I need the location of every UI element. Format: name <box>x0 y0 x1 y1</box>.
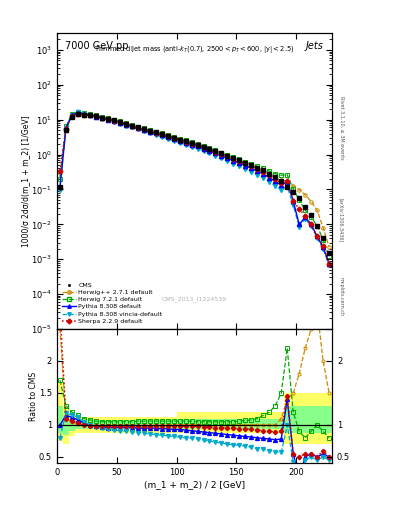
X-axis label: (m_1 + m_2) / 2 [GeV]: (m_1 + m_2) / 2 [GeV] <box>144 480 245 489</box>
Y-axis label: 1000/σ 2dσ/d(m_1 + m_2) [1/GeV]: 1000/σ 2dσ/d(m_1 + m_2) [1/GeV] <box>21 115 29 247</box>
Text: Trimmed dijet mass (anti-$k_T$(0.7), 2500$<p_T<$600, |y|$<$2.5): Trimmed dijet mass (anti-$k_T$(0.7), 250… <box>94 44 295 55</box>
Text: 7000 GeV pp: 7000 GeV pp <box>65 40 129 51</box>
Legend: CMS, Herwig++ 2.7.1 default, Herwig 7.2.1 default, Pythia 8.308 default, Pythia : CMS, Herwig++ 2.7.1 default, Herwig 7.2.… <box>60 281 164 326</box>
Text: Rivet 3.1.10, ≥ 3M events: Rivet 3.1.10, ≥ 3M events <box>339 96 344 160</box>
Text: Jets: Jets <box>306 40 324 51</box>
Text: CMS_2013_I1224539: CMS_2013_I1224539 <box>162 296 227 303</box>
Text: [arXiv:1306.3436]: [arXiv:1306.3436] <box>339 198 344 242</box>
Y-axis label: Ratio to CMS: Ratio to CMS <box>29 372 38 421</box>
Text: mcplots.cern.ch: mcplots.cern.ch <box>339 278 344 316</box>
